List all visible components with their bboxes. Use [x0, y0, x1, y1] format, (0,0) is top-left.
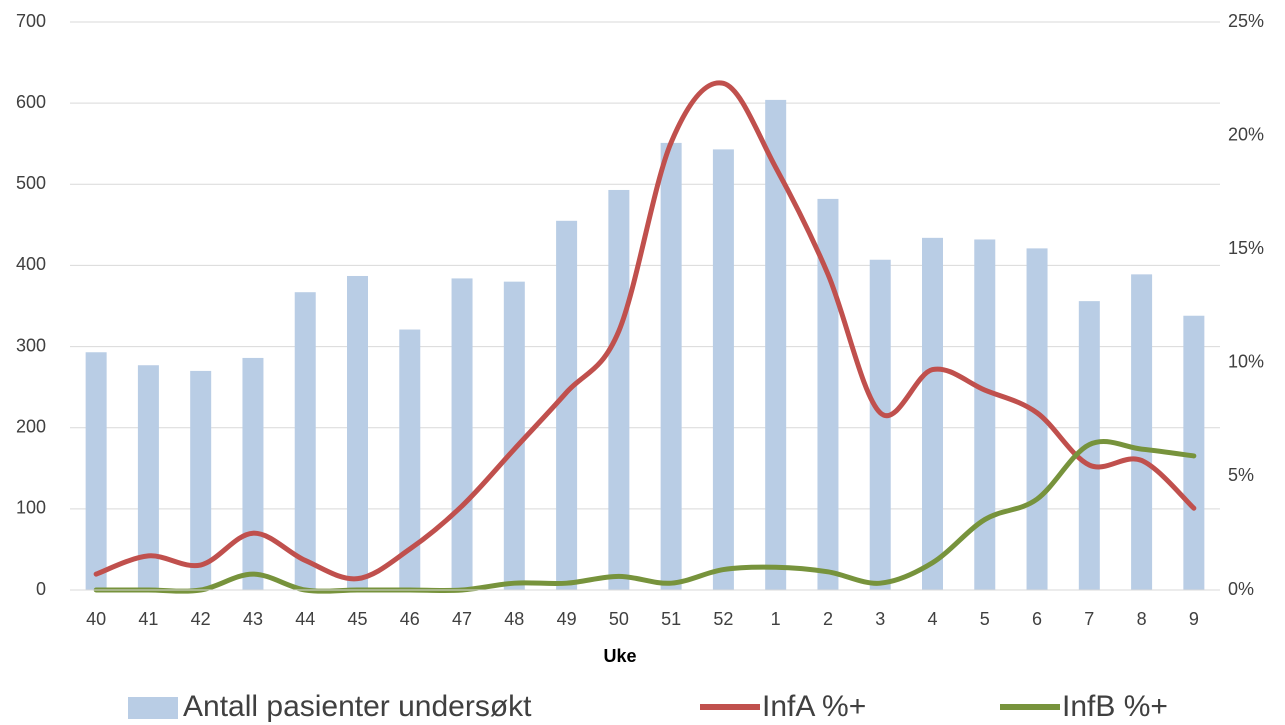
y-tick-label: 200	[16, 416, 46, 436]
bar	[294, 292, 316, 590]
bar	[1131, 274, 1153, 590]
bar	[190, 370, 212, 590]
y-tick-label: 600	[16, 92, 46, 112]
line	[93, 439, 1197, 594]
x-tick-label: 7	[1084, 609, 1094, 629]
bar	[503, 281, 525, 590]
bar	[137, 365, 159, 590]
y-tick-label: 500	[16, 173, 46, 193]
legend-swatch	[128, 697, 178, 719]
x-tick-label: 48	[504, 609, 524, 629]
x-tick-label: 2	[823, 609, 833, 629]
x-tick-label: 51	[661, 609, 681, 629]
x-tick-label: 42	[191, 609, 211, 629]
legend-label: InfA %+	[762, 690, 866, 723]
x-tick-label: 46	[400, 609, 420, 629]
legend-label: InfB %+	[1062, 690, 1168, 723]
bar	[712, 149, 734, 590]
bar	[451, 278, 473, 590]
line	[93, 80, 1197, 582]
bar	[1183, 315, 1205, 590]
x-tick-label: 6	[1032, 609, 1042, 629]
bar	[399, 329, 421, 590]
x-tick-label: 3	[875, 609, 885, 629]
x-tick-label: 5	[980, 609, 990, 629]
x-tick-label: 40	[86, 609, 106, 629]
x-tick-label: 52	[713, 609, 733, 629]
bar	[85, 352, 107, 590]
x-tick-label: 43	[243, 609, 263, 629]
y-tick-label: 700	[16, 11, 46, 31]
bar	[556, 220, 578, 591]
y-tick-label: 400	[16, 254, 46, 274]
x-tick-label: 50	[609, 609, 629, 629]
bar	[869, 259, 891, 590]
bar	[347, 275, 368, 590]
x-tick-label: 49	[557, 609, 577, 629]
x-tick-label: 1	[771, 609, 781, 629]
y2-tick-label: 15%	[1228, 238, 1264, 258]
x-tick-label: 47	[452, 609, 472, 629]
x-tick-label: 9	[1189, 609, 1199, 629]
x-axis-title: Uke	[603, 646, 636, 666]
x-tick-label: 41	[138, 609, 158, 629]
bar	[817, 198, 839, 591]
x-tick-label: 45	[347, 609, 367, 629]
bar	[242, 357, 264, 590]
x-tick-label: 44	[295, 609, 315, 629]
x-tick-label: 4	[927, 609, 937, 629]
y-tick-label: 100	[16, 498, 46, 518]
bar	[608, 189, 630, 591]
y2-tick-label: 0%	[1228, 579, 1254, 599]
bar	[974, 239, 996, 590]
bar	[765, 99, 787, 590]
y2-tick-label: 10%	[1228, 352, 1264, 372]
bar	[660, 142, 682, 590]
y2-tick-label: 25%	[1228, 11, 1264, 31]
bar	[922, 237, 943, 590]
y2-tick-label: 5%	[1228, 465, 1254, 485]
y2-tick-label: 20%	[1228, 124, 1264, 144]
x-tick-label: 8	[1137, 609, 1147, 629]
legend-label: Antall pasienter undersøkt	[183, 690, 532, 723]
y-tick-label: 0	[36, 579, 46, 599]
y-tick-label: 300	[16, 335, 46, 355]
